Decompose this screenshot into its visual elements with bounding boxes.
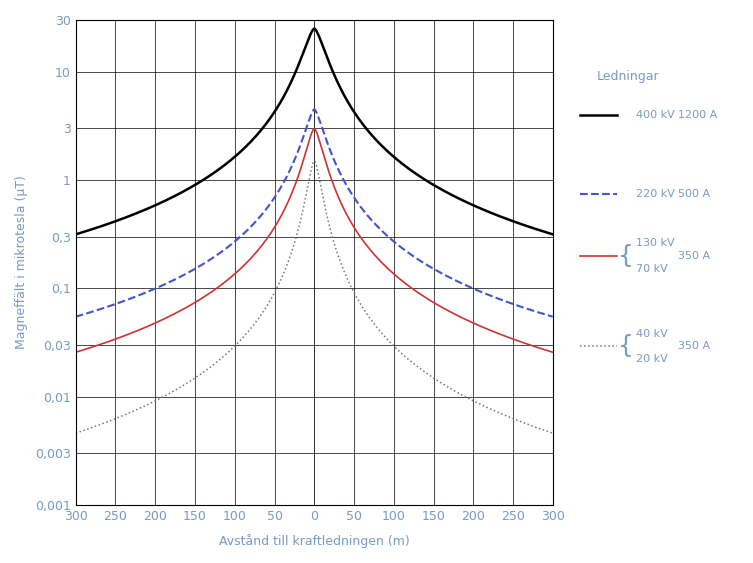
Text: 130 kV: 130 kV: [636, 239, 675, 248]
X-axis label: Avstånd till kraftledningen (m): Avstånd till kraftledningen (m): [219, 534, 410, 548]
Text: 350 A: 350 A: [678, 341, 710, 351]
Text: 1200 A: 1200 A: [678, 110, 717, 120]
Text: 500 A: 500 A: [678, 189, 710, 199]
Y-axis label: Magneffält i mikrotesla (μT): Magneffält i mikrotesla (μT): [15, 176, 28, 350]
Text: {: {: [617, 244, 633, 268]
Text: 20 kV: 20 kV: [636, 354, 668, 364]
Text: 70 kV: 70 kV: [636, 264, 668, 274]
Text: 350 A: 350 A: [678, 251, 710, 261]
Text: 40 kV: 40 kV: [636, 329, 668, 338]
Text: 220 kV: 220 kV: [636, 189, 675, 199]
Text: {: {: [617, 334, 633, 358]
Text: 400 kV: 400 kV: [636, 110, 675, 120]
Text: Ledningar: Ledningar: [596, 70, 659, 83]
